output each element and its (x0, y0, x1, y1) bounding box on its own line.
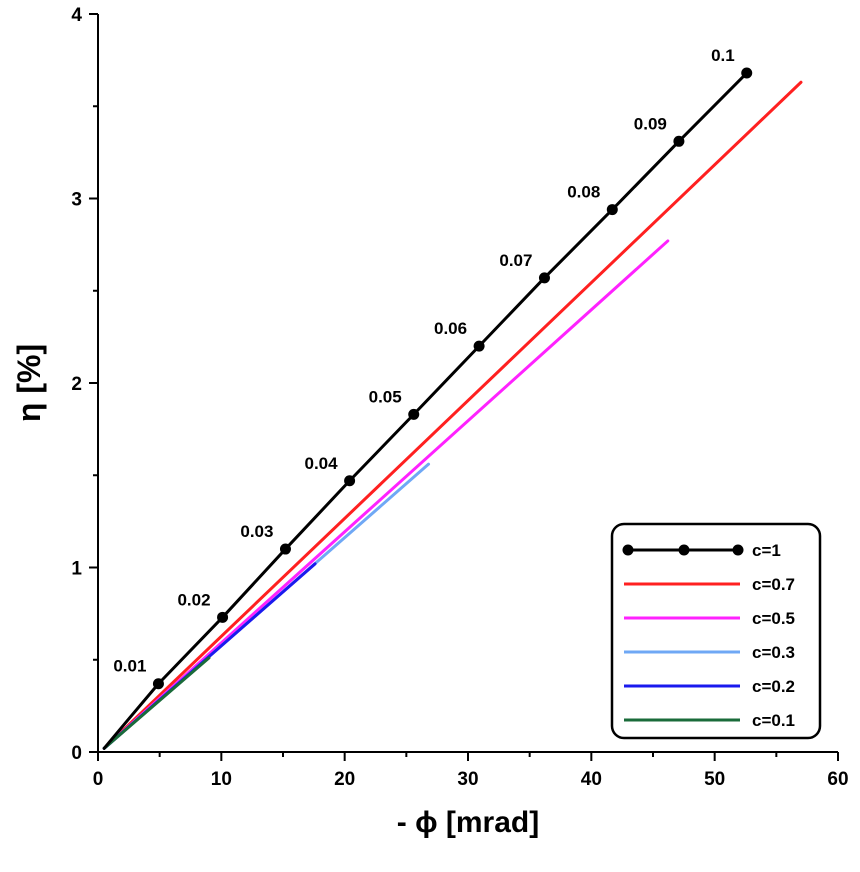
y-axis-title: η [%] (11, 344, 47, 422)
point-labels: 0.01 0.02 0.03 0.04 0.05 0.06 0.07 0.08 0.09 0.1 (113, 46, 734, 676)
data-point-marker (673, 135, 685, 147)
legend-label: c=1 (752, 541, 781, 560)
data-point-marker (606, 204, 618, 216)
data-point-label: 0.1 (711, 46, 735, 65)
legend-entry: c=0.1 (624, 711, 795, 730)
axes (89, 13, 839, 761)
data-point-marker (741, 67, 753, 79)
legend-label: c=0.7 (752, 575, 795, 594)
plot-markers (152, 67, 753, 690)
x-tick-label: 50 (704, 769, 725, 790)
series-line-c-1 (102, 71, 749, 750)
legend-label: c=0.3 (752, 643, 795, 662)
data-point-marker (408, 408, 420, 420)
legend-entry: c=1 (622, 541, 781, 560)
legend-box (610, 522, 822, 740)
series-line-c-0-1 (102, 656, 211, 750)
data-point-label: 0.08 (567, 183, 600, 202)
legend: c=1 c=0.7 c=0.5 c=0.3 c=0.2 c=0.1 (610, 522, 822, 740)
data-point-label: 0.03 (240, 522, 273, 541)
data-point-marker (538, 272, 550, 284)
legend-marker (622, 544, 634, 556)
y-tick-label: 2 (71, 374, 82, 395)
data-point-marker (152, 678, 164, 690)
y-tick-label: 0 (71, 743, 82, 764)
legend-entry: c=0.2 (624, 677, 795, 696)
series-line-c-0-7 (102, 80, 803, 750)
data-point-marker (279, 543, 291, 555)
data-point-marker (344, 475, 356, 487)
data-point-marker (217, 611, 229, 623)
data-point-label: 0.05 (369, 387, 402, 406)
data-point-label: 0.06 (434, 319, 467, 338)
x-tick-label: 60 (827, 769, 848, 790)
y-tick-label: 4 (71, 5, 82, 26)
data-point-marker (473, 340, 485, 352)
x-tick-label: 10 (211, 769, 232, 790)
legend-label: c=0.2 (752, 677, 795, 696)
data-point-label: 0.09 (634, 114, 667, 133)
x-tick-label: 30 (457, 769, 478, 790)
x-tick-label: 40 (581, 769, 602, 790)
data-point-label: 0.07 (499, 251, 532, 270)
legend-label: c=0.1 (752, 711, 795, 730)
legend-marker (732, 544, 744, 556)
x-axis-title: - ϕ [mrad] (397, 806, 540, 839)
legend-entry: c=0.5 (624, 609, 795, 628)
legend-label: c=0.5 (752, 609, 795, 628)
series-line-c-0-5 (102, 239, 670, 750)
y-tick-label: 3 (71, 190, 82, 211)
data-point-label: 0.04 (305, 454, 339, 473)
legend-entry: c=0.7 (624, 575, 795, 594)
y-tick-labels: 0 1 2 3 4 (71, 5, 82, 764)
plot-lines (102, 71, 803, 750)
x-tick-label: 20 (334, 769, 355, 790)
data-point-label: 0.02 (177, 590, 210, 609)
legend-marker (678, 544, 690, 556)
y-tick-label: 1 (71, 559, 82, 580)
data-point-label: 0.01 (113, 657, 146, 676)
x-tick-label: 0 (93, 769, 104, 790)
x-tick-labels: 0 10 20 30 40 50 60 (93, 769, 849, 790)
legend-entry: c=0.3 (624, 643, 795, 662)
